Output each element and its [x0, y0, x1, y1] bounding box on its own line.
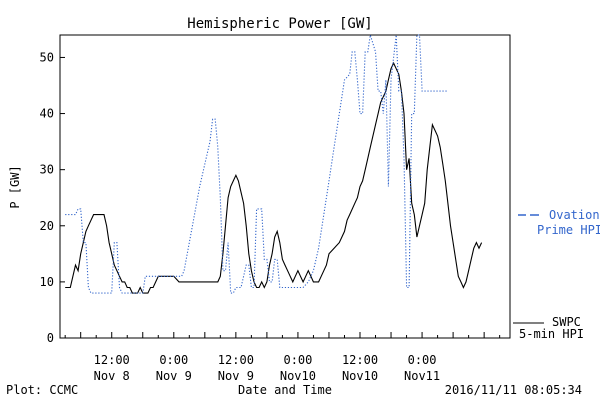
x-tick-label-time-1: 0:00 [159, 353, 188, 367]
y-axis-label: P [GW] [8, 165, 22, 208]
legend: Ovation Prime HPI SWPC 5-min HPI [513, 208, 600, 341]
x-tick-label-date-0: Nov 8 [94, 369, 130, 383]
x-tick-label-time-5: 0:00 [408, 353, 437, 367]
x-axis: 12:00 Nov 8 0:00 Nov 9 12:00 Nov 9 0:00 Nov10 12… [64, 332, 501, 383]
x-tick-label-time-2: 12:00 [218, 353, 254, 367]
legend-item-ovation: Ovation Prime HPI [518, 208, 600, 237]
x-axis-label: Date and Time [238, 383, 332, 397]
y-tick-label-0: 0 [47, 331, 54, 345]
y-tick-label-40: 40 [40, 107, 54, 121]
legend-label-swpc-line1: SWPC [552, 315, 581, 329]
chart-title: Hemispheric Power [GW] [187, 16, 372, 32]
x-tick-label-time-4: 12:00 [342, 353, 378, 367]
y-axis: 0 10 20 30 40 50 [40, 50, 65, 345]
plot-credit: Plot: CCMC [6, 383, 78, 397]
legend-label-ovation-line2: Prime HPI [537, 223, 600, 237]
series-group [65, 34, 483, 294]
legend-item-swpc: SWPC 5-min HPI [513, 315, 584, 341]
series-line-0 [65, 61, 483, 294]
y-tick-label-10: 10 [40, 275, 54, 289]
x-tick-label-date-3: Nov10 [280, 369, 316, 383]
y-tick-label-50: 50 [40, 50, 54, 64]
x-tick-label-date-5: Nov11 [404, 369, 440, 383]
legend-label-swpc-line2: 5-min HPI [519, 327, 584, 341]
x-tick-label-date-1: Nov 9 [156, 369, 192, 383]
x-tick-label-date-4: Nov10 [342, 369, 378, 383]
y-tick-label-20: 20 [40, 219, 54, 233]
y-tick-label-30: 30 [40, 163, 54, 177]
x-tick-label-date-2: Nov 9 [218, 369, 254, 383]
timestamp: 2016/11/11 08:05:34 [445, 383, 582, 397]
legend-label-ovation-line1: Ovation [549, 208, 600, 222]
series-line-1 [65, 34, 448, 294]
x-tick-label-time-0: 12:00 [94, 353, 130, 367]
x-tick-label-time-3: 0:00 [283, 353, 312, 367]
plot-frame [59, 34, 511, 339]
